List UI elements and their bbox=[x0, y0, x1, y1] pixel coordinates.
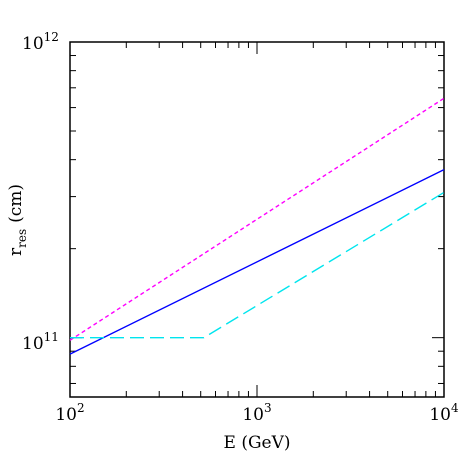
x-axis-label: E (GeV) bbox=[224, 433, 291, 453]
series-line-3 bbox=[70, 191, 445, 339]
y-tick-label-1: 1011 bbox=[22, 330, 59, 354]
plot-frame bbox=[69, 41, 445, 398]
major-ticks bbox=[69, 41, 445, 397]
minor-ticks bbox=[70, 42, 444, 397]
series-layer bbox=[69, 97, 445, 355]
x-tick-label-1: 102 bbox=[55, 401, 84, 425]
x-tick-label-2: 103 bbox=[242, 401, 271, 425]
y-tick-label-2: 1012 bbox=[22, 30, 59, 54]
series-line-2 bbox=[69, 169, 445, 355]
x-tick-label-3: 104 bbox=[429, 401, 459, 425]
series-line-1 bbox=[69, 97, 445, 341]
y-axis-label: rres(cm) bbox=[6, 184, 29, 256]
